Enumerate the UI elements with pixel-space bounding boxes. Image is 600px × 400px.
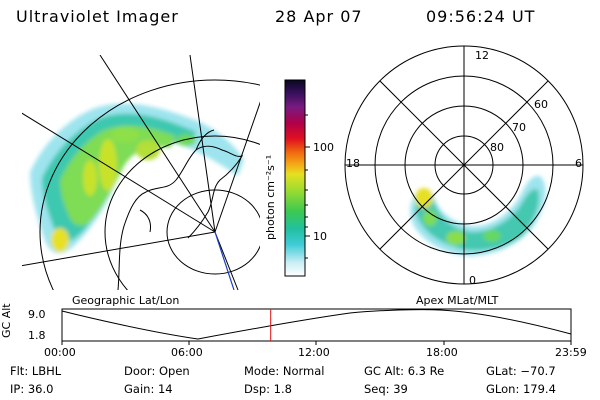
- door-info: Door: Open: [124, 364, 190, 378]
- mlat-label-60: 60: [534, 98, 548, 111]
- app-title: Ultraviolet Imager: [16, 7, 179, 26]
- mlat-label-80: 80: [490, 141, 504, 154]
- right-panel-label: Apex MLat/MLT: [416, 294, 499, 307]
- gain-info: Gain: 14: [124, 382, 173, 396]
- date-label: 28 Apr 07: [275, 7, 363, 26]
- colorbar-gradient: [284, 79, 306, 277]
- mlat-label-70: 70: [512, 121, 526, 134]
- mlt-label-12: 12: [475, 49, 489, 62]
- altitude-y-tick-bottom: 1.8: [28, 329, 46, 342]
- altitude-x-ticks: [61, 341, 572, 345]
- coastline: [117, 129, 244, 290]
- seq-info: Seq: 39: [364, 382, 408, 396]
- mode-info: Mode: Normal: [244, 364, 325, 378]
- altitude-strip-frame: [61, 308, 572, 342]
- colorbar-ticks: [305, 114, 310, 259]
- mlt-label-6: 6: [575, 157, 582, 170]
- filter-info: Flt: LBHL: [10, 364, 62, 378]
- aurora-emission-geo: [30, 103, 244, 254]
- time-label: 09:56:24 UT: [426, 7, 536, 26]
- gc-alt-info: GC Alt: 6.3 Re: [364, 364, 445, 378]
- geographic-map: [22, 55, 260, 290]
- altitude-x-tick: 06:00: [171, 346, 203, 359]
- altitude-x-tick: 23:59: [555, 346, 587, 359]
- ip-info: IP: 36.0: [10, 382, 54, 396]
- altitude-x-tick: 00:00: [44, 346, 76, 359]
- altitude-axis-label: GC Alt: [0, 303, 13, 338]
- glat-info: GLat: −70.7: [486, 364, 556, 378]
- colorbar-tick-10: 10: [313, 230, 327, 243]
- altitude-x-tick: 18:00: [426, 346, 458, 359]
- altitude-curve: [61, 309, 572, 340]
- nadir-line: [214, 231, 235, 290]
- colorbar-tick-100: 100: [313, 141, 334, 154]
- left-panel-label: Geographic Lat/Lon: [72, 294, 180, 307]
- longitude-grid: [22, 55, 260, 290]
- polar-grid: [344, 45, 584, 285]
- dsp-info: Dsp: 1.8: [244, 382, 292, 396]
- aurora-emission-polar: [410, 175, 546, 256]
- glon-info: GLon: 179.4: [486, 382, 556, 396]
- altitude-y-tick-top: 9.0: [28, 308, 46, 321]
- mlt-label-18: 18: [346, 157, 360, 170]
- mlt-label-0: 0: [469, 274, 476, 287]
- altitude-x-tick: 12:00: [298, 346, 330, 359]
